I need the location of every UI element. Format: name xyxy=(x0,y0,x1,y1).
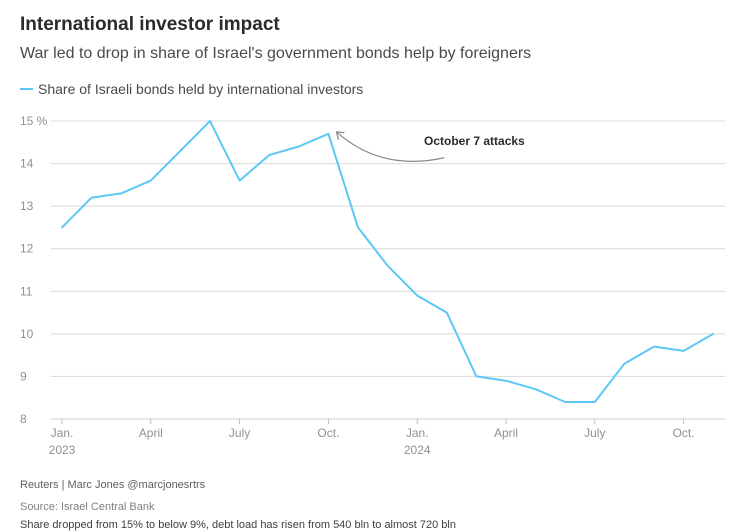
y-tick-label: 8 xyxy=(20,412,27,426)
legend-swatch xyxy=(20,88,33,90)
x-tick-label: July xyxy=(229,426,250,440)
x-tick-year-label: 2023 xyxy=(49,443,76,457)
y-tick-label: 13 xyxy=(20,199,34,213)
x-tick-label: Oct. xyxy=(673,426,695,440)
legend-label: Share of Israeli bonds held by internati… xyxy=(38,81,364,97)
x-tick-label: Oct. xyxy=(317,426,339,440)
annotation-arrowhead xyxy=(335,131,345,140)
x-tick-label: July xyxy=(584,426,605,440)
series-line xyxy=(61,120,715,403)
y-tick-label: 10 xyxy=(20,327,34,341)
x-tick-year-label: 2024 xyxy=(404,443,431,457)
y-tick-label: 9 xyxy=(20,369,27,383)
x-tick-label: Jan. xyxy=(51,426,74,440)
y-tick-label: 15 % xyxy=(20,114,48,128)
x-tick-label: Jan. xyxy=(406,426,429,440)
y-tick-label: 14 xyxy=(20,157,34,171)
y-tick-label: 12 xyxy=(20,242,34,256)
legend: Share of Israeli bonds held by internati… xyxy=(20,81,363,97)
annotation-arrow xyxy=(336,131,445,162)
source-line: Source: Israel Central Bank xyxy=(20,501,155,513)
chart-subtitle: War led to drop in share of Israel's gov… xyxy=(20,45,532,62)
x-tick-label: April xyxy=(139,426,163,440)
x-tick-label: April xyxy=(494,426,518,440)
chart-title: International investor impact xyxy=(20,14,280,35)
credit-line: Reuters | Marc Jones @marcjonesrtrs xyxy=(20,479,206,491)
footnote: Share dropped from 15% to below 9%, debt… xyxy=(20,519,456,531)
y-tick-label: 11 xyxy=(20,284,33,298)
annotation-label: October 7 attacks xyxy=(424,134,525,148)
